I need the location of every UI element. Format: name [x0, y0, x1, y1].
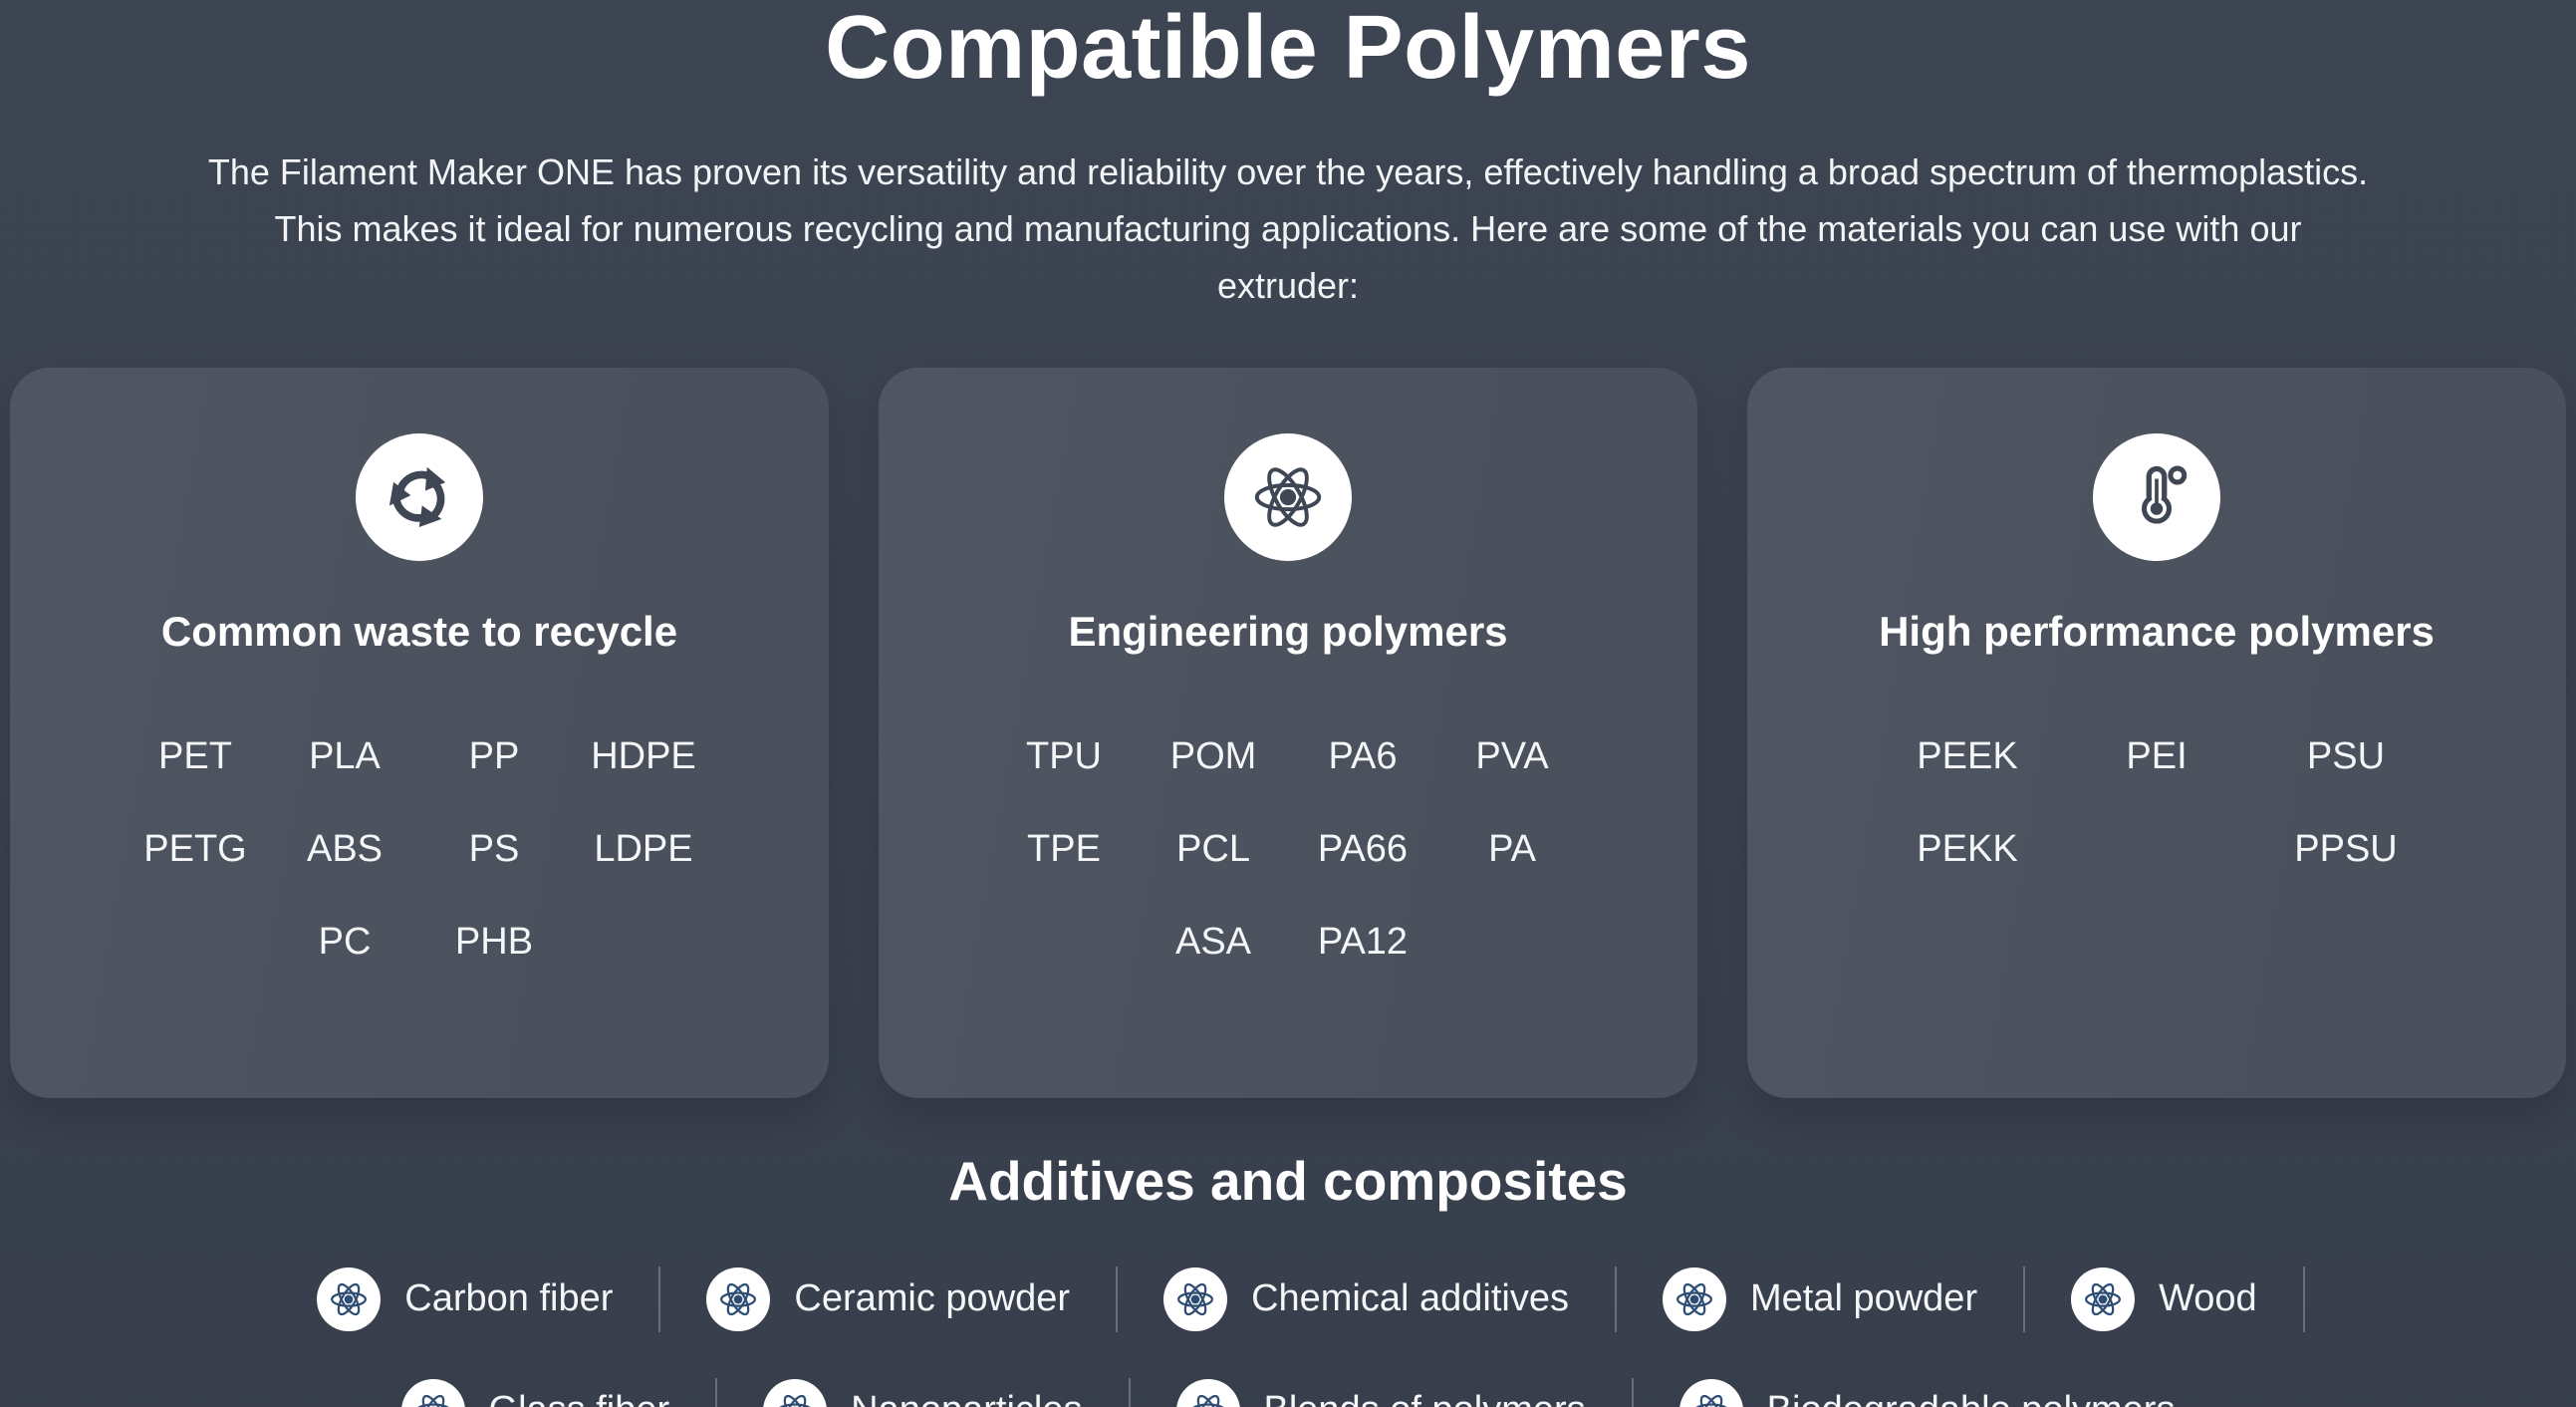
- polymer-item: [2062, 829, 2251, 869]
- atom-icon: [779, 1394, 812, 1407]
- polymer-item: PEKK: [1917, 827, 2018, 870]
- polymer-item: PLA: [309, 734, 381, 777]
- polymer-item: TPE: [1027, 827, 1101, 870]
- card-icon-circle: [2093, 432, 2220, 561]
- polymer-item: PET: [158, 734, 232, 777]
- card-title: Engineering polymers: [1068, 607, 1508, 655]
- additive-chip-blends-of-polymers: Blends of polymers: [1131, 1377, 1634, 1407]
- chip-label: Biodegradable polymers: [1767, 1389, 2176, 1407]
- additive-chip-ceramic-powder: Ceramic powder: [660, 1266, 1119, 1332]
- chip-label: Metal powder: [1749, 1277, 1978, 1320]
- additive-chip-carbon-fiber: Carbon fiber: [271, 1266, 661, 1332]
- atom-icon: [2085, 1282, 2122, 1315]
- atom-icon: [1177, 1282, 1214, 1315]
- polymer-item: [1437, 922, 1587, 962]
- polymer-item: [989, 922, 1139, 962]
- polymer-item: PEI: [2126, 734, 2188, 777]
- polymer-item: POM: [1169, 734, 1257, 777]
- polymer-item: PA66: [1317, 827, 1409, 870]
- atom-icon: [416, 1394, 449, 1407]
- chip-label: Wood: [2159, 1277, 2257, 1320]
- chip-label: Ceramic powder: [794, 1277, 1071, 1320]
- polymer-item: PS: [468, 827, 520, 870]
- atom-icon: [720, 1282, 757, 1315]
- chip-icon-circle: [2071, 1266, 2136, 1331]
- chip-icon-circle: [400, 1378, 465, 1407]
- atom-icon: [1694, 1394, 1727, 1407]
- polymer-item: PP: [468, 734, 520, 777]
- card-icon-circle: [356, 432, 483, 561]
- chip-icon-circle: [1175, 1378, 1240, 1407]
- card-engineering-polymers: Engineering polymers TPU POM PA6 PVA TPE…: [879, 367, 1697, 1098]
- polymer-item: PA12: [1317, 920, 1409, 963]
- polymer-item: PHB: [454, 920, 534, 963]
- chip-label: Chemical additives: [1251, 1277, 1569, 1320]
- chip-icon-circle: [1678, 1378, 1743, 1407]
- chip-icon-circle: [317, 1266, 382, 1331]
- intro-text: The Filament Maker ONE has proven its ve…: [207, 150, 2369, 306]
- polymer-grid: PEEK PEI PSU PEKK PPSU: [1873, 736, 2441, 869]
- chip-label: Glass fiber: [489, 1389, 670, 1407]
- polymer-item: PEEK: [1917, 734, 2018, 777]
- polymer-item: [569, 922, 718, 962]
- polymer-item: LDPE: [594, 827, 693, 870]
- polymer-item: [121, 922, 270, 962]
- polymer-item: ABS: [306, 827, 384, 870]
- card-icon-circle: [1224, 432, 1352, 561]
- atom-icon: [331, 1282, 368, 1315]
- chip-icon-circle: [706, 1266, 771, 1331]
- polymer-item: PVA: [1475, 734, 1549, 777]
- polymer-item: PC: [318, 920, 372, 963]
- polymer-item: PA6: [1328, 734, 1398, 777]
- polymer-cards: Common waste to recycle PET PLA PP HDPE …: [0, 367, 2576, 1098]
- polymer-item: PETG: [143, 827, 247, 870]
- thermometer-icon: [2141, 465, 2188, 524]
- polymer-item: HDPE: [591, 734, 696, 777]
- chip-icon-circle: [1662, 1266, 1726, 1331]
- polymer-item: PA: [1488, 827, 1536, 870]
- chip-icon-circle: [1163, 1266, 1228, 1331]
- chip-label: Blends of polymers: [1264, 1389, 1586, 1407]
- atom-icon: [1191, 1394, 1224, 1407]
- polymer-item: PPSU: [2294, 827, 2398, 870]
- additive-chip-chemical-additives: Chemical additives: [1118, 1266, 1617, 1332]
- card-title: High performance polymers: [1879, 607, 2435, 655]
- recycle-icon: [382, 466, 457, 535]
- additive-chip-wood: Wood: [2025, 1266, 2305, 1332]
- polymer-item: PSU: [2306, 734, 2386, 777]
- card-title: Common waste to recycle: [160, 607, 678, 655]
- additives-row-2: Glass fiber Nanoparticles: [0, 1377, 2576, 1407]
- card-common-waste: Common waste to recycle PET PLA PP HDPE …: [10, 367, 829, 1098]
- chip-label: Nanoparticles: [851, 1389, 1082, 1407]
- additive-chip-biodegradable-polymers: Biodegradable polymers: [1634, 1378, 2221, 1407]
- polymer-grid: PET PLA PP HDPE PETG ABS PS LDPE PC PHB: [121, 736, 718, 962]
- additive-chip-nanoparticles: Nanoparticles: [717, 1377, 1131, 1407]
- polymer-item: TPU: [1026, 734, 1102, 777]
- polymer-item: ASA: [1174, 920, 1252, 963]
- additives-row-1: Carbon fiber Ceramic powder: [0, 1266, 2576, 1332]
- polymer-grid: TPU POM PA6 PVA TPE PCL PA66 PA ASA PA12: [989, 736, 1587, 962]
- page-title: Compatible Polymers: [825, 0, 1751, 98]
- chip-icon-circle: [763, 1378, 828, 1407]
- atom-icon: [1675, 1282, 1712, 1315]
- additives-title: Additives and composites: [948, 1149, 1628, 1212]
- card-high-performance-polymers: High performance polymers PEEK PEI PSU P…: [1747, 367, 2566, 1098]
- polymer-item: PCL: [1176, 827, 1250, 870]
- chip-label: Carbon fiber: [404, 1277, 614, 1320]
- additive-chip-metal-powder: Metal powder: [1617, 1266, 2026, 1332]
- atom-icon: [1254, 466, 1322, 527]
- additive-chip-glass-fiber: Glass fiber: [356, 1377, 718, 1407]
